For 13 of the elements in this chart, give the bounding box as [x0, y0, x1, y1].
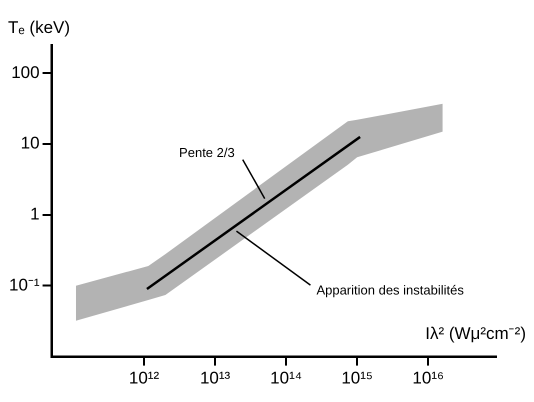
x-tick-label: 10¹³ [200, 368, 231, 388]
x-axis-title: Iλ² (Wμ²cm⁻²) [425, 324, 526, 343]
x-tick-label: 10¹⁵ [341, 368, 373, 388]
x-tick-label: 10¹² [128, 368, 160, 388]
x-tick-label: 10¹⁴ [270, 368, 302, 388]
y-tick-label: 10⁻¹ [8, 275, 40, 294]
x-tick-label: 10¹⁶ [412, 368, 444, 388]
y-axis-title: Tₑ (keV) [8, 18, 70, 38]
y-tick-label: 10 [20, 134, 40, 153]
y-tick-label: 100 [11, 62, 40, 82]
annotation: Pente 2/3 [179, 145, 235, 160]
y-tick-label: 1 [30, 204, 40, 224]
annotation: Apparition des instabilités [316, 282, 464, 298]
